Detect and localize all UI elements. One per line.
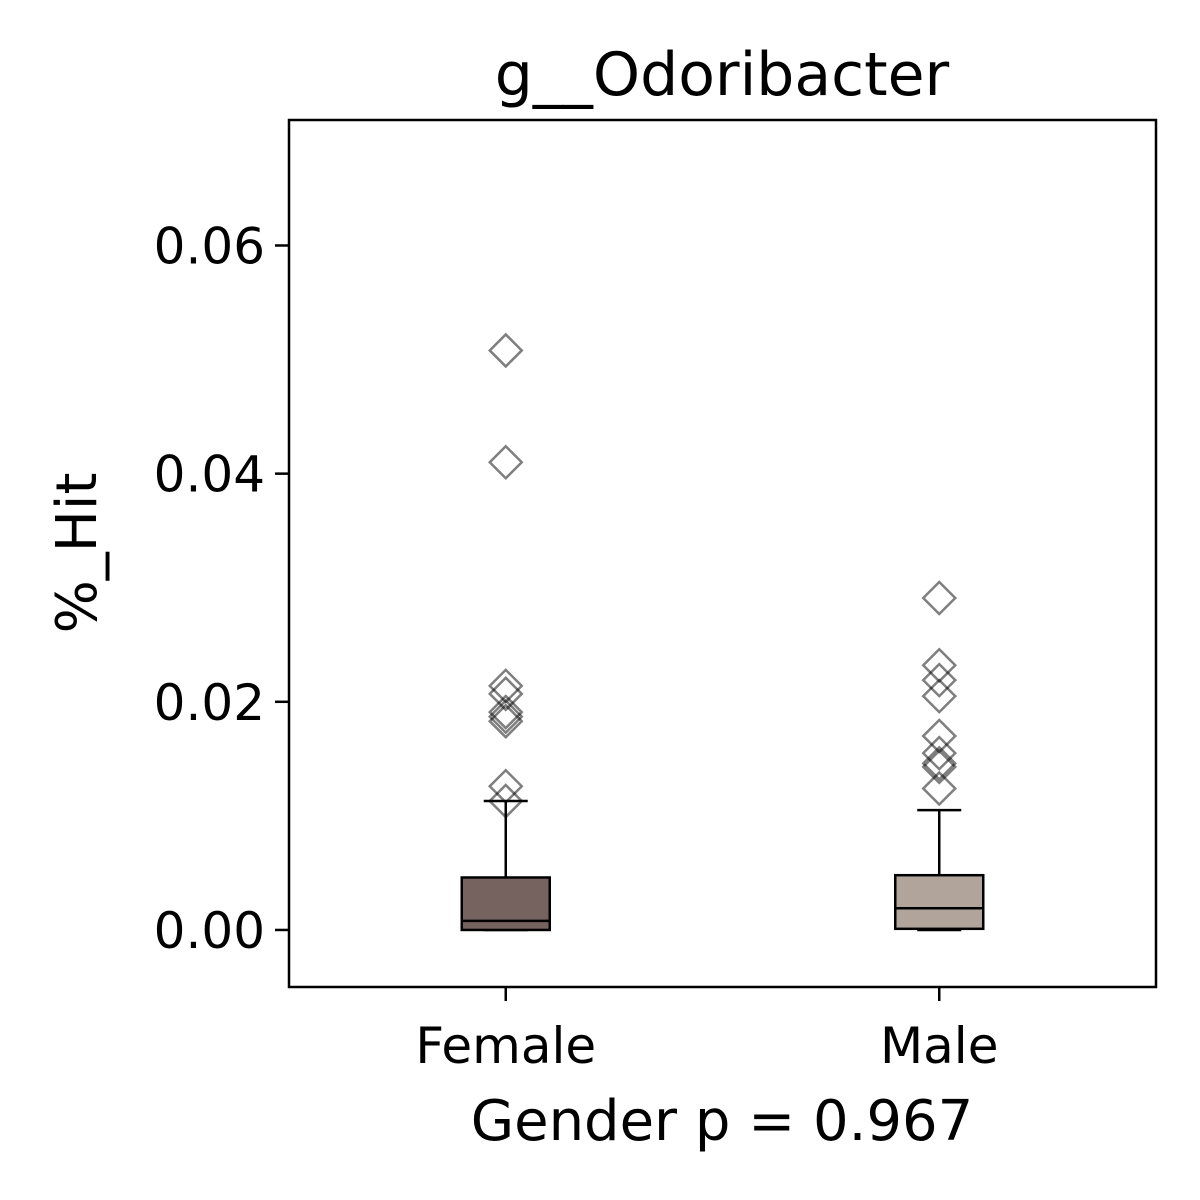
box-group: [894, 580, 985, 932]
x-axis: Female Male: [415, 987, 998, 1075]
plot-frame: [287, 118, 1158, 989]
y-tick-label: 0.02: [154, 674, 265, 732]
y-tick-label: 0.06: [154, 217, 265, 275]
outlier-point: [487, 444, 524, 481]
outlier-point: [921, 580, 958, 616]
outlier-point: [921, 770, 958, 807]
plot-area: [460, 332, 985, 932]
y-tick-label: 0.00: [154, 902, 265, 960]
outlier-point: [921, 745, 958, 782]
outlier-point: [487, 676, 524, 712]
outlier-point: [487, 783, 524, 819]
y-tick-label: 0.04: [154, 446, 265, 504]
outlier-point: [921, 678, 958, 714]
box-iqr: [460, 876, 551, 932]
outlier-point: [487, 332, 524, 369]
x-tick-label: Male: [880, 1017, 998, 1075]
outlier-point: [921, 662, 958, 698]
outlier-point: [487, 768, 524, 804]
box-group: [460, 332, 551, 932]
x-axis-label: Gender p = 0.967: [471, 1089, 974, 1154]
outlier-point: [921, 749, 958, 785]
box-iqr: [894, 873, 985, 931]
outlier-point: [487, 703, 524, 739]
y-axis-label: %_Hit: [45, 473, 110, 634]
outlier-point: [487, 698, 524, 735]
outlier-point: [487, 694, 524, 730]
y-axis: 0.00 0.02 0.04 0.06: [154, 217, 289, 960]
x-tick-label: Female: [415, 1017, 596, 1075]
outlier-point: [921, 735, 958, 771]
chart-title: g__Odoribacter: [495, 40, 950, 110]
